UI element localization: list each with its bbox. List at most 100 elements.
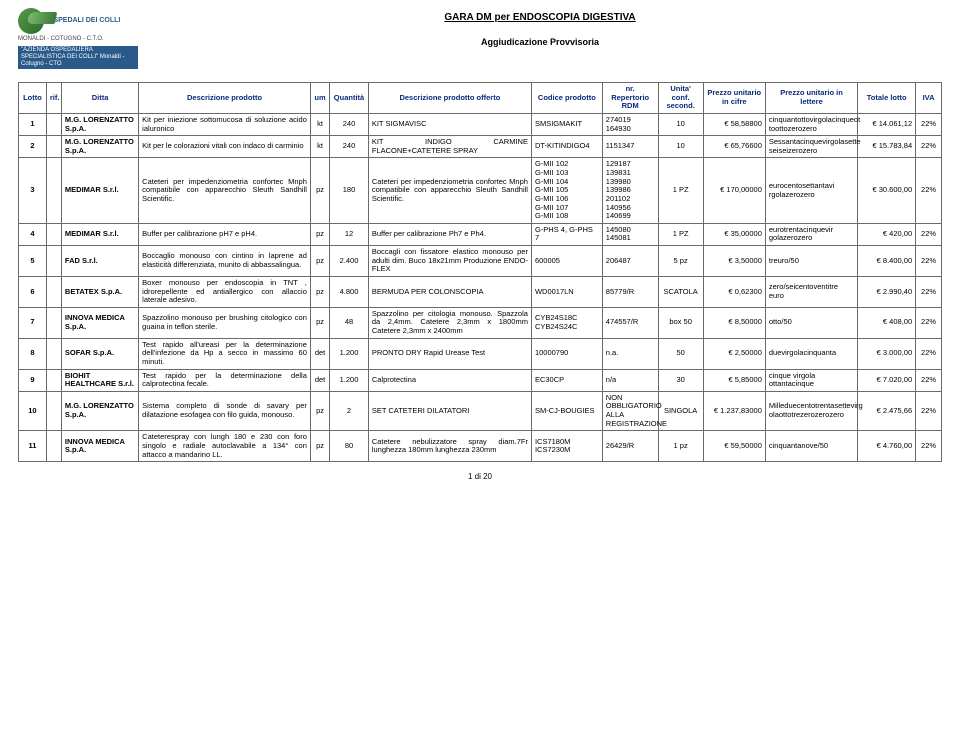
cell: 10000790 <box>531 338 602 369</box>
cell: pz <box>310 246 329 277</box>
cell: 1 PZ <box>658 158 703 223</box>
cell: 85779/R <box>602 276 658 307</box>
logo-block: OSPEDALI DEI COLLI MONALDI - COTUGNO - C… <box>18 8 138 76</box>
cell: Sistema completo di sonde di savary per … <box>139 391 311 431</box>
cell: zero/seicentoventitre euro <box>765 276 857 307</box>
table-row: 11 INNOVA MEDICA S.p.A.Cateterespray con … <box>19 431 942 462</box>
logo-text: OSPEDALI DEI COLLI <box>48 17 120 24</box>
cell: M.G. LORENZATTO S.p.A. <box>61 113 138 135</box>
cell: Spazzolino monouso per brushing citologi… <box>139 307 311 338</box>
cell: Cateteri per impedenziometria confortec … <box>139 158 311 223</box>
cell: 274019 164930 <box>602 113 658 135</box>
page-footer: 1 di 20 <box>18 472 942 481</box>
cell: 10 <box>658 136 703 158</box>
cell: € 59,50000 <box>703 431 765 462</box>
table-row: 4MEDIMAR S.r.l.Buffer per calibrazione p… <box>19 223 942 245</box>
cell: € 58,58800 <box>703 113 765 135</box>
cell: SOFAR S.p.A. <box>61 338 138 369</box>
cell: 6 <box>19 276 47 307</box>
cell: cinque virgola ottantacinque <box>765 369 857 391</box>
cell: Buffer per calibrazione pH7 e pH4. <box>139 223 311 245</box>
cell: 30 <box>658 369 703 391</box>
cell <box>46 246 61 277</box>
cell: 180 <box>330 158 369 223</box>
col-pcifre: Prezzo unitario in cifre <box>703 83 765 114</box>
cell: 11 <box>19 431 47 462</box>
cell: FAD S.r.l. <box>61 246 138 277</box>
cell: € 170,00000 <box>703 158 765 223</box>
cell: cinquantottovirgolacinqueot toottozeroze… <box>765 113 857 135</box>
cell: € 15.783,84 <box>858 136 916 158</box>
cell: Cateterespray con lungh 180 e 230 con fo… <box>139 431 311 462</box>
cell: pz <box>310 223 329 245</box>
cell: ICS7180M ICS7230M <box>531 431 602 462</box>
cell: SM-CJ-BOUGIES <box>531 391 602 431</box>
cell: € 5,85000 <box>703 369 765 391</box>
cell: otto/50 <box>765 307 857 338</box>
logo-band: "AZIENDA OSPEDALIERA SPECIALISTICA DEI C… <box>18 46 138 70</box>
cell: 10 <box>658 113 703 135</box>
col-rep: nr. Repertorio RDM <box>602 83 658 114</box>
cell: 12 <box>330 223 369 245</box>
cell: M.G. LORENZATTO S.p.A. <box>61 391 138 431</box>
cell: MEDIMAR S.r.l. <box>61 223 138 245</box>
cell: 5 pz <box>658 246 703 277</box>
cell: n.a. <box>602 338 658 369</box>
cell: kt <box>310 113 329 135</box>
cell: 1.200 <box>330 338 369 369</box>
col-iva: IVA <box>916 83 942 114</box>
cell: 22% <box>916 431 942 462</box>
col-unita: Unita' conf. second. <box>658 83 703 114</box>
col-rif: rif. <box>46 83 61 114</box>
table-body: 1M.G. LORENZATTO S.p.A.Kit per iniezione… <box>19 113 942 461</box>
cell: € 8.400,00 <box>858 246 916 277</box>
page-title: GARA DM per ENDOSCOPIA DIGESTIVA <box>138 12 942 23</box>
cell: duevirgolacinquanta <box>765 338 857 369</box>
cell <box>46 223 61 245</box>
col-lotto: Lotto <box>19 83 47 114</box>
cell: 80 <box>330 431 369 462</box>
cell: SMSIGMAKIT <box>531 113 602 135</box>
cell: Test rapido per la determinazione della … <box>139 369 311 391</box>
cell: 2 <box>19 136 47 158</box>
cell: € 8,50000 <box>703 307 765 338</box>
cell: treuro/50 <box>765 246 857 277</box>
cell: SET CATETERI DILATATORI <box>368 391 531 431</box>
cell: € 65,76600 <box>703 136 765 158</box>
cell <box>46 276 61 307</box>
cell <box>46 369 61 391</box>
cell: 22% <box>916 246 942 277</box>
cell: 5 <box>19 246 47 277</box>
col-um: um <box>310 83 329 114</box>
cell: € 3.000,00 <box>858 338 916 369</box>
cell: 240 <box>330 113 369 135</box>
table-row: 5FAD S.r.l.Boccaglio monouso con cintino… <box>19 246 942 277</box>
cell: SCATOLA <box>658 276 703 307</box>
cell: 22% <box>916 391 942 431</box>
logo-subtitle: MONALDI - COTUGNO - C.T.O. <box>18 36 138 43</box>
cell: cinquantanove/50 <box>765 431 857 462</box>
cell: 206487 <box>602 246 658 277</box>
cell: G-MII 102 G-MII 103 G-MII 104 G-MII 105 … <box>531 158 602 223</box>
cell: INNOVA MEDICA S.p.A. <box>61 431 138 462</box>
col-qta: Quantità <box>330 83 369 114</box>
cell: 22% <box>916 223 942 245</box>
cell: 22% <box>916 136 942 158</box>
cell: WD0017LN <box>531 276 602 307</box>
page-subtitle: Aggiudicazione Provvisoria <box>138 37 942 47</box>
cell <box>46 338 61 369</box>
cell: € 2.475,66 <box>858 391 916 431</box>
cell: Buffer per calibrazione Ph7 e Ph4. <box>368 223 531 245</box>
cell: n/a <box>602 369 658 391</box>
cell: DT-KITINDIGO4 <box>531 136 602 158</box>
cell: 1 PZ <box>658 223 703 245</box>
cell: KIT INDIGO CARMINE FLACONE+CATETERE SPRA… <box>368 136 531 158</box>
table-row: 9BIOHIT HEALTHCARE S.r.l.Test rapido per… <box>19 369 942 391</box>
cell: Boxer monouso per endoscopia in TNT , id… <box>139 276 311 307</box>
cell: € 14.061,12 <box>858 113 916 135</box>
cell: 22% <box>916 158 942 223</box>
cell: pz <box>310 391 329 431</box>
cell: € 7.020,00 <box>858 369 916 391</box>
cell: 22% <box>916 276 942 307</box>
cell: € 408,00 <box>858 307 916 338</box>
